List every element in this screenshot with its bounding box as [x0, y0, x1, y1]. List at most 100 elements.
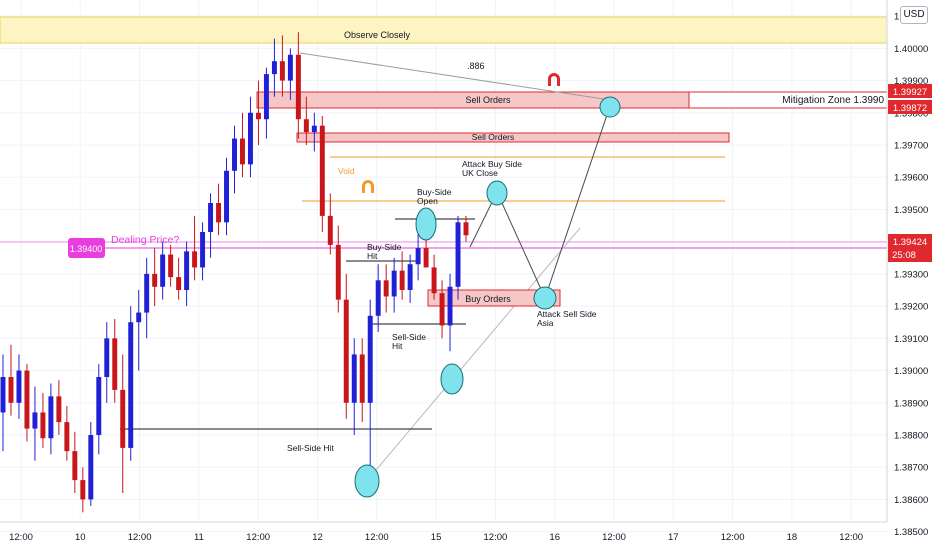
candle-body	[96, 377, 102, 435]
price-tick-label: 1.38700	[894, 463, 928, 474]
time-tick-label: 12:00	[721, 532, 745, 543]
candle	[247, 96, 253, 178]
candle-body	[391, 270, 397, 297]
candle	[447, 273, 453, 352]
candle-body	[232, 138, 237, 171]
candle	[311, 112, 317, 152]
candle-body	[32, 412, 38, 429]
candle-body	[200, 232, 206, 268]
candle	[160, 241, 166, 300]
candle	[0, 354, 6, 452]
candle-body	[295, 54, 301, 120]
time-tick-label: 11	[194, 532, 204, 543]
currency-button[interactable]: USD	[900, 6, 928, 24]
candle	[303, 96, 309, 145]
candle	[8, 344, 14, 416]
sell-orders-label-2: Sell Orders	[472, 132, 515, 142]
candle-body	[40, 412, 46, 439]
time-axis[interactable]: 12:00 10 12:00 11 12:00 12 12:00 15 12:00 16 12:00…	[9, 532, 863, 543]
candle-body	[16, 370, 22, 403]
candle-body	[168, 254, 174, 278]
time-tick-label: 12:00	[9, 532, 33, 543]
candle-body	[351, 354, 357, 403]
candle	[128, 306, 134, 461]
observe-closely-zone[interactable]: Observe Closely	[0, 16, 888, 44]
candle-body	[415, 248, 421, 265]
candle	[32, 386, 38, 461]
time-tick-label: 16	[549, 532, 560, 543]
sell-orders-zone-second[interactable]: Sell Orders	[296, 132, 730, 143]
buy-orders-zone[interactable]: Buy Orders	[427, 289, 561, 307]
target-circles	[354, 96, 621, 498]
candle-body	[56, 396, 62, 423]
candle-body	[104, 338, 110, 377]
candle-body	[152, 273, 158, 287]
candle-body	[343, 299, 349, 403]
buy-side-open-label-2: Open	[417, 196, 438, 206]
candle	[367, 299, 373, 481]
time-tick-label: 18	[787, 532, 798, 543]
price-tick-label: 1.40000	[894, 44, 928, 55]
price-tick-label: 1.39700	[894, 141, 928, 152]
price-tick-label: 1.39900	[894, 76, 928, 87]
candle-body	[64, 422, 70, 452]
price-tick-label: 1.39600	[894, 173, 928, 184]
candle-body	[407, 264, 413, 290]
candle	[232, 125, 237, 194]
fib-label: .886	[467, 61, 485, 71]
candle-body	[431, 267, 437, 294]
candle-body	[255, 112, 261, 120]
candle	[48, 383, 54, 455]
price-tick-label: 1.38500	[894, 527, 928, 538]
mitigation-zone-label: Mitigation Zone 1.3990	[782, 95, 884, 106]
candle-body	[247, 112, 253, 165]
price-tick-label: 1.39500	[894, 205, 928, 216]
candle	[56, 380, 62, 435]
candle-body	[319, 125, 325, 216]
candle-body	[176, 277, 182, 290]
candle-body	[263, 74, 269, 120]
candle	[407, 254, 413, 303]
candle-body	[311, 125, 317, 133]
last-price-value: 1.39424	[893, 237, 927, 248]
time-tick-label: 12:00	[365, 532, 389, 543]
candle-body	[192, 251, 198, 268]
candle	[295, 32, 301, 139]
candle-body	[439, 293, 445, 326]
sell-side-hit-label-2: Hit	[392, 341, 403, 351]
time-tick-label: 12:00	[128, 532, 152, 543]
projection-path	[469, 105, 611, 300]
candle-body	[160, 254, 166, 287]
candle	[351, 338, 357, 435]
candles	[0, 32, 469, 513]
candle-body	[447, 286, 453, 326]
candle-body	[367, 315, 373, 403]
candle	[335, 225, 341, 313]
candle	[216, 183, 222, 236]
candle-body	[24, 370, 30, 429]
candle	[375, 264, 381, 332]
void-label: Void	[338, 166, 355, 176]
candle-body	[208, 203, 214, 232]
time-tick-label: 12:00	[246, 532, 270, 543]
candle	[287, 48, 293, 100]
dealing-price-tag[interactable]: 1.39400	[68, 238, 105, 258]
candle	[240, 112, 245, 178]
candle	[383, 264, 389, 313]
grid	[0, 0, 887, 533]
time-tick-label: 12:00	[839, 532, 863, 543]
candle-body	[144, 273, 150, 313]
candle-body	[335, 244, 341, 300]
candle	[112, 319, 118, 403]
candle	[200, 222, 206, 281]
price-tick-label: 1.39000	[894, 366, 928, 377]
time-tick-label: 12:00	[484, 532, 508, 543]
fib-line	[299, 52, 611, 101]
candle	[208, 193, 214, 258]
candle-body	[399, 270, 405, 290]
candle-body	[80, 480, 86, 500]
sell-side-hit-low-label: Sell-Side Hit	[287, 443, 334, 453]
svg-text:1.39400: 1.39400	[70, 244, 103, 254]
